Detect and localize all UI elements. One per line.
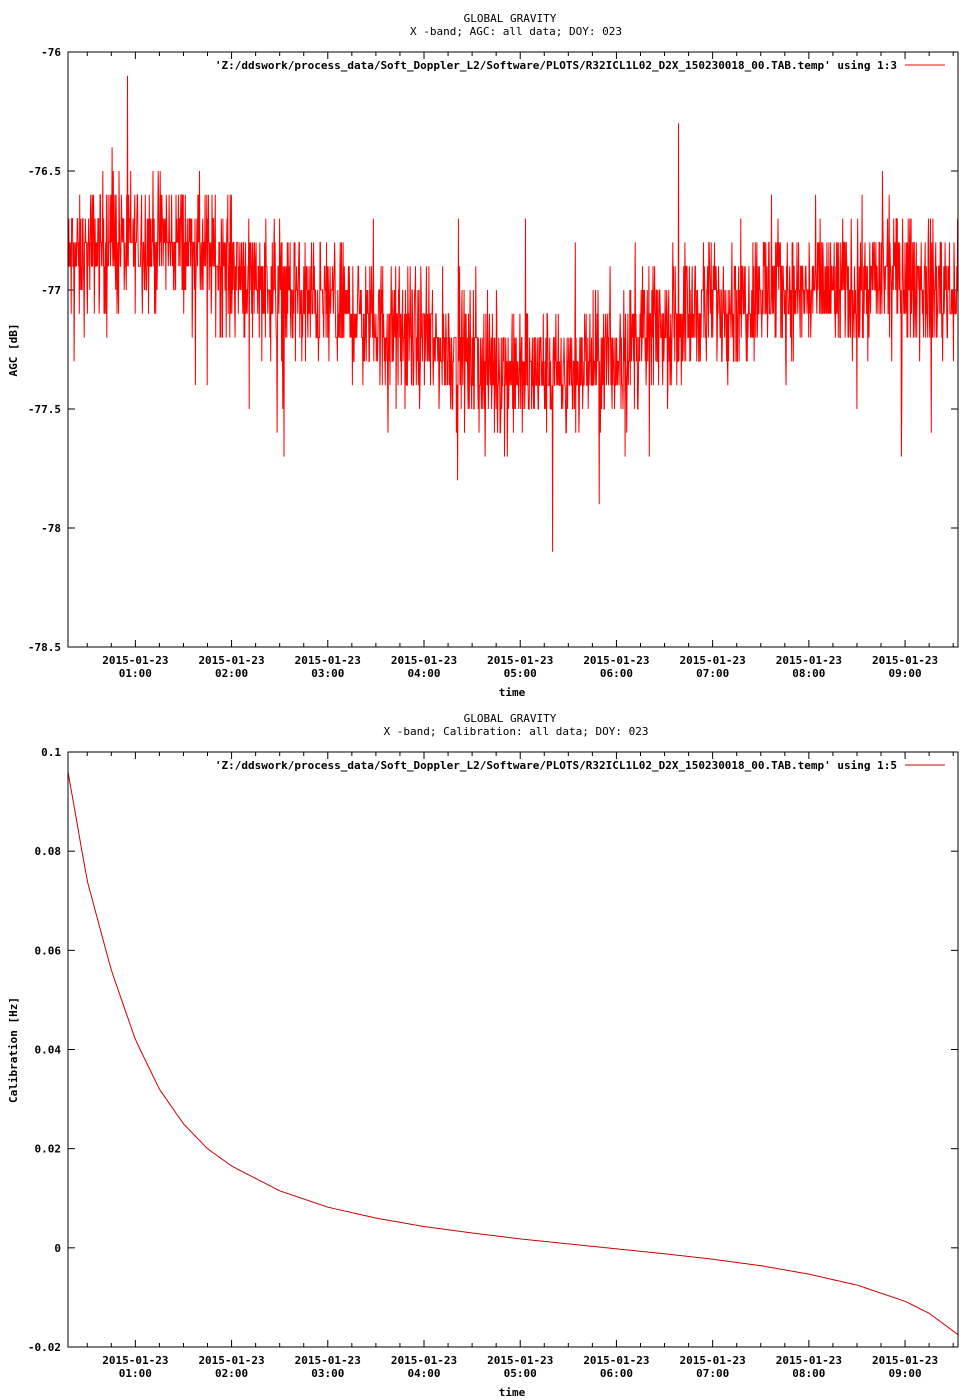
agc-x-tick-label-time: 05:00 xyxy=(504,667,537,680)
calibration-x-tick-label-date: 2015-01-23 xyxy=(487,1354,553,1367)
agc-x-tick-label-time: 03:00 xyxy=(311,667,344,680)
calibration-x-tick-label-date: 2015-01-23 xyxy=(680,1354,746,1367)
calibration-legend-label: 'Z:/ddswork/process_data/Soft_Doppler_L2… xyxy=(215,759,897,772)
agc-x-tick-label-date: 2015-01-23 xyxy=(872,654,938,667)
agc-x-tick-label-date: 2015-01-23 xyxy=(776,654,842,667)
agc-x-tick-label-time: 08:00 xyxy=(792,667,825,680)
agc-y-tick-label: -77 xyxy=(41,284,61,297)
calibration-x-tick-label-date: 2015-01-23 xyxy=(391,1354,457,1367)
calibration-chart: GLOBAL GRAVITY X -band; Calibration: all… xyxy=(7,712,959,1399)
calibration-axis-ticks: 0.10.080.060.040.020-0.022015-01-2301:00… xyxy=(28,746,958,1380)
agc-y-tick-label: -77.5 xyxy=(28,403,61,416)
agc-y-tick-label: -78.5 xyxy=(28,641,61,654)
agc-series-line xyxy=(67,75,959,552)
agc-y-tick-label: -76.5 xyxy=(28,165,61,178)
calibration-y-tick-label: 0.02 xyxy=(35,1143,62,1156)
agc-x-axis-label: time xyxy=(499,686,526,699)
agc-x-tick-label-time: 04:00 xyxy=(407,667,440,680)
agc-x-tick-label-date: 2015-01-23 xyxy=(295,654,361,667)
calibration-x-tick-label-date: 2015-01-23 xyxy=(776,1354,842,1367)
agc-x-tick-label-time: 07:00 xyxy=(696,667,729,680)
calibration-x-axis-label: time xyxy=(499,1386,526,1399)
agc-x-tick-label-date: 2015-01-23 xyxy=(198,654,264,667)
agc-legend-label: 'Z:/ddswork/process_data/Soft_Doppler_L2… xyxy=(215,59,897,72)
agc-y-tick-label: -76 xyxy=(41,46,61,59)
agc-axis-ticks: -76-76.5-77-77.5-78-78.52015-01-2301:002… xyxy=(28,46,958,680)
agc-plot-frame xyxy=(67,51,959,648)
agc-x-tick-label-time: 09:00 xyxy=(889,667,922,680)
calibration-x-tick-label-date: 2015-01-23 xyxy=(198,1354,264,1367)
calibration-y-tick-label: 0.06 xyxy=(35,944,62,957)
calibration-x-tick-label-time: 05:00 xyxy=(504,1367,537,1380)
agc-x-tick-label-date: 2015-01-23 xyxy=(583,654,649,667)
calibration-x-tick-label-date: 2015-01-23 xyxy=(872,1354,938,1367)
agc-x-tick-label-time: 06:00 xyxy=(600,667,633,680)
calibration-y-tick-label: 0.04 xyxy=(35,1044,62,1057)
calibration-series-line xyxy=(67,771,959,1336)
calibration-x-tick-label-time: 07:00 xyxy=(696,1367,729,1380)
calibration-y-tick-label: 0.08 xyxy=(35,845,62,858)
agc-x-tick-label-date: 2015-01-23 xyxy=(487,654,553,667)
agc-x-tick-label-date: 2015-01-23 xyxy=(680,654,746,667)
calibration-x-tick-label-date: 2015-01-23 xyxy=(295,1354,361,1367)
agc-x-tick-label-time: 02:00 xyxy=(215,667,248,680)
calibration-x-tick-label-date: 2015-01-23 xyxy=(583,1354,649,1367)
calibration-x-tick-label-time: 08:00 xyxy=(792,1367,825,1380)
agc-x-tick-label-time: 01:00 xyxy=(119,667,152,680)
calibration-y-tick-label: 0.1 xyxy=(41,746,61,759)
calibration-y-axis-label: Calibration [Hz] xyxy=(7,997,20,1103)
agc-x-tick-label-date: 2015-01-23 xyxy=(102,654,168,667)
agc-chart: GLOBAL GRAVITY X -band; AGC: all data; D… xyxy=(7,12,959,699)
agc-chart-subtitle: X -band; AGC: all data; DOY: 023 xyxy=(410,25,622,38)
calibration-x-tick-label-time: 04:00 xyxy=(407,1367,440,1380)
agc-chart-title: GLOBAL GRAVITY xyxy=(464,12,557,25)
calibration-plot-frame xyxy=(67,751,959,1348)
calibration-x-tick-label-time: 03:00 xyxy=(311,1367,344,1380)
agc-x-tick-label-date: 2015-01-23 xyxy=(391,654,457,667)
calibration-y-tick-label: 0 xyxy=(54,1242,61,1255)
calibration-chart-subtitle: X -band; Calibration: all data; DOY: 023 xyxy=(384,725,649,738)
calibration-y-tick-label: -0.02 xyxy=(28,1341,61,1354)
calibration-chart-title: GLOBAL GRAVITY xyxy=(464,712,557,725)
agc-y-axis-label: AGC [dB] xyxy=(7,324,20,377)
agc-y-tick-label: -78 xyxy=(41,522,61,535)
calibration-x-tick-label-time: 01:00 xyxy=(119,1367,152,1380)
calibration-x-tick-label-time: 06:00 xyxy=(600,1367,633,1380)
calibration-x-tick-label-time: 02:00 xyxy=(215,1367,248,1380)
calibration-x-tick-label-date: 2015-01-23 xyxy=(102,1354,168,1367)
calibration-x-tick-label-time: 09:00 xyxy=(889,1367,922,1380)
